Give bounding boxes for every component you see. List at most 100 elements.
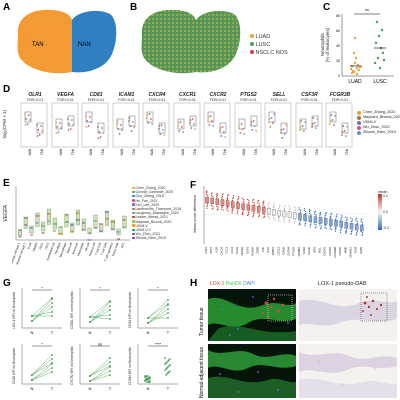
f-point bbox=[277, 219, 280, 221]
e-point bbox=[117, 231, 120, 233]
e-point bbox=[81, 229, 84, 231]
e-point bbox=[54, 230, 57, 232]
gene-point bbox=[237, 127, 240, 129]
f-point bbox=[216, 193, 218, 195]
f-box bbox=[262, 207, 266, 214]
f-box bbox=[215, 198, 220, 205]
f-point bbox=[269, 207, 271, 209]
g-point bbox=[51, 367, 53, 369]
gene-fdr: FDR<0.01 bbox=[209, 98, 227, 102]
f-point bbox=[252, 198, 255, 200]
gene-xcat: NAN bbox=[211, 148, 215, 155]
f-point bbox=[361, 233, 364, 235]
f-point bbox=[278, 205, 280, 207]
f-point bbox=[243, 198, 245, 200]
g-point bbox=[166, 361, 168, 363]
g-point bbox=[109, 370, 111, 372]
gene-point bbox=[119, 124, 122, 126]
gene-point bbox=[132, 126, 135, 128]
gene-point bbox=[28, 114, 30, 116]
gene-xcat: NAN bbox=[59, 148, 63, 155]
e-point bbox=[77, 212, 80, 214]
gene-name: CXCR1 bbox=[179, 92, 196, 98]
f-box bbox=[344, 222, 349, 229]
e-point bbox=[93, 220, 96, 222]
g-ylabel: CD184 MFI on Neutrophils bbox=[128, 347, 132, 385]
gene-point bbox=[70, 119, 73, 121]
gene-point bbox=[40, 125, 42, 127]
gene-box bbox=[67, 115, 74, 127]
h-fluoro-normal bbox=[208, 344, 296, 398]
f-box bbox=[339, 221, 343, 228]
f-point bbox=[361, 218, 363, 220]
gene-plot-cd83: CD83 FDR<0.01 NAN TAN bbox=[81, 92, 111, 170]
gene-point bbox=[252, 120, 254, 122]
f-point bbox=[283, 218, 285, 220]
g-point bbox=[167, 372, 169, 374]
g-axes bbox=[21, 344, 62, 385]
gene-point bbox=[188, 122, 191, 124]
legend-item-nsclc: NSCLC NOS bbox=[250, 49, 288, 57]
g-xcat: T bbox=[109, 330, 112, 335]
f-point bbox=[210, 204, 213, 207]
e-point bbox=[90, 239, 92, 241]
f-point bbox=[330, 213, 332, 215]
e-point bbox=[94, 227, 97, 229]
f-gene-label: NFKBIA bbox=[297, 247, 301, 257]
gene-fdr: FDR<0.01 bbox=[26, 98, 44, 102]
f-point bbox=[253, 204, 255, 206]
gene-point bbox=[315, 118, 318, 120]
f-point bbox=[227, 194, 229, 196]
f-point bbox=[361, 222, 364, 224]
h-row-label-normal: Normal-adjacent tissue bbox=[199, 346, 205, 398]
f-point bbox=[320, 225, 322, 227]
f-point bbox=[216, 205, 218, 207]
panel-f-colorbar: mean 0.2 0.0 -0.2 bbox=[378, 190, 396, 240]
gene-fdr: FDR<0.01 bbox=[148, 98, 166, 102]
f-point bbox=[355, 220, 357, 222]
g-significance: **** bbox=[155, 342, 162, 347]
g-paired-line bbox=[31, 363, 53, 381]
g-paired-line bbox=[31, 371, 53, 381]
gene-point bbox=[158, 128, 160, 130]
g-point bbox=[51, 315, 53, 317]
g-paired-line bbox=[89, 301, 111, 323]
e-point bbox=[106, 218, 109, 220]
e-legend-item: Laughney_Massague_2020 bbox=[132, 211, 181, 215]
e-point bbox=[43, 232, 45, 234]
f-point bbox=[360, 219, 362, 221]
g-ylabel: CD54 MFI on Neutrophils bbox=[128, 292, 132, 328]
gene-point bbox=[98, 131, 101, 133]
f-point bbox=[304, 225, 306, 227]
e-box bbox=[23, 216, 28, 229]
c-ytick-2: 40 bbox=[336, 44, 340, 48]
f-point bbox=[325, 211, 328, 214]
f-point bbox=[294, 211, 296, 213]
e-point bbox=[99, 230, 102, 232]
f-point bbox=[305, 222, 307, 224]
f-point bbox=[268, 201, 270, 203]
f-point bbox=[242, 209, 244, 211]
panel-c-label: C bbox=[323, 2, 331, 13]
f-point bbox=[216, 194, 218, 196]
f-point bbox=[252, 215, 255, 217]
gene-box bbox=[280, 122, 288, 134]
gene-point bbox=[115, 123, 118, 125]
f-point bbox=[340, 227, 342, 229]
gene-box bbox=[158, 122, 166, 134]
g-point bbox=[149, 381, 151, 383]
gene-point bbox=[342, 125, 345, 127]
gene-point bbox=[345, 135, 347, 137]
e-point bbox=[93, 227, 95, 229]
f-gene-label: IL1B bbox=[214, 247, 218, 253]
c-xcat-luad: LUAD bbox=[348, 79, 362, 85]
gene-point bbox=[270, 117, 273, 119]
f-point bbox=[273, 202, 275, 204]
f-point bbox=[277, 207, 280, 210]
e-legend-item: He_Fan_2021 bbox=[132, 199, 181, 203]
gene-plot-sell: SELL FDR<0.01 NAN TAN bbox=[264, 92, 294, 170]
e-point bbox=[58, 233, 60, 235]
e-point bbox=[43, 225, 46, 227]
gene-plot-frame bbox=[142, 102, 170, 148]
f-point bbox=[206, 207, 208, 209]
